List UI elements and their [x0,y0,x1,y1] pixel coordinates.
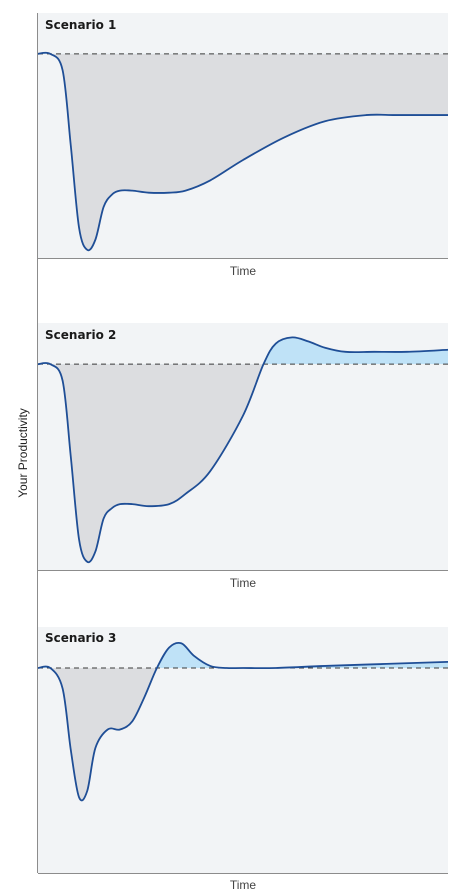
scenario-2-gain-area [38,337,448,365]
scenario-3-productivity-line [37,641,449,802]
scenario-3-title: Scenario 3 [45,631,116,645]
scenario-2-title: Scenario 2 [45,328,116,342]
scenario-2-loss-area [38,364,448,563]
scenario-1-chart: Scenario 1 Time [37,13,448,278]
scenario-2-productivity-line [37,336,449,564]
scenario-1-x-axis-label: Time [230,264,257,278]
scenario-3-loss-area [38,668,448,801]
scenario-2-x-axis-label: Time [230,576,257,590]
scenario-1-loss-area [50,53,448,251]
scenario-3-x-axis-label: Time [230,878,257,891]
scenario-3-gain-area [38,642,448,668]
y-axis-label: Your Productivity [16,408,30,498]
scenario-1-productivity-line [37,51,448,252]
scenario-2-chart: Scenario 2 Time [37,323,449,590]
scenario-1-title: Scenario 1 [45,18,116,32]
scenario-3-chart: Scenario 3 Time [37,627,449,891]
